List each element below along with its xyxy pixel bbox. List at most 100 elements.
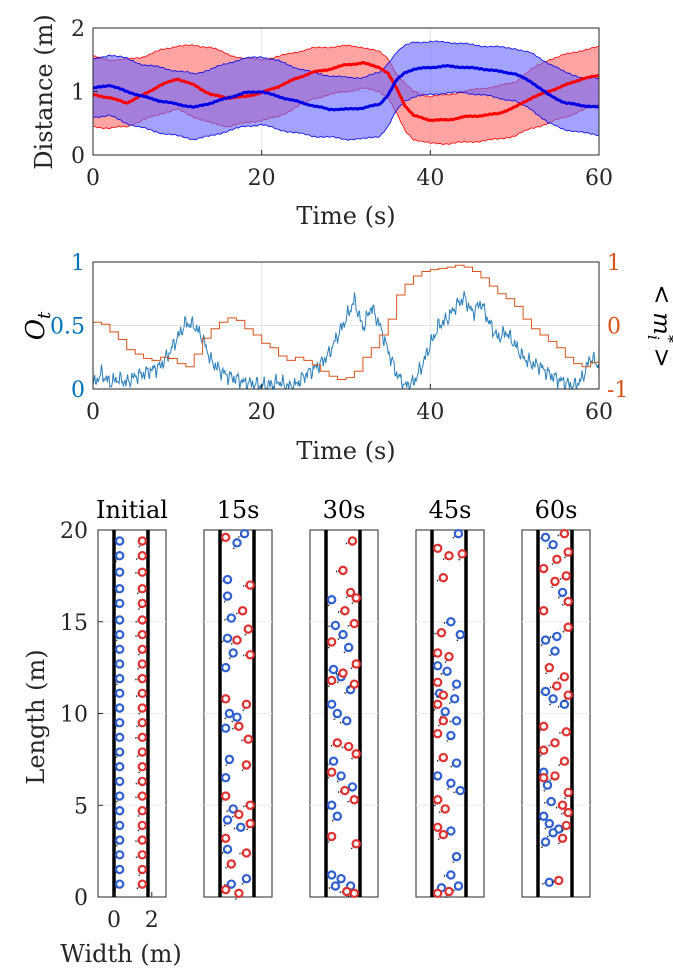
pedestrian-blue (342, 716, 352, 726)
snapshot-y-axis-label: Length (m) (22, 649, 50, 784)
pedestrian-red (137, 776, 148, 787)
pedestrian-blue (546, 796, 556, 807)
snapshot-y-tick-label: 5 (74, 794, 88, 819)
pedestrian-red (438, 829, 449, 840)
order-parameter-line (92, 291, 600, 391)
order-x-axis-label: Time (s) (296, 437, 395, 465)
pedestrian-red (137, 659, 148, 669)
pedestrian-blue (114, 703, 125, 713)
pedestrian-blue (455, 785, 466, 796)
pedestrian-red (340, 785, 350, 796)
pedestrian-blue (236, 822, 246, 832)
pedestrian-blue (232, 538, 242, 548)
pedestrian-red (137, 584, 148, 594)
snapshot-y-tick-label: 10 (60, 703, 88, 728)
distance-x-tick-label: 0 (86, 166, 100, 191)
order-x-tick-label: 40 (416, 400, 444, 425)
snapshot-y-ticks: 0 5 10 15 20 (60, 519, 103, 911)
pedestrian-red (538, 745, 549, 755)
pedestrian-blue (446, 730, 456, 741)
pedestrian-blue (446, 826, 456, 836)
pedestrian-red (432, 795, 443, 805)
pedestrian-red (432, 888, 443, 899)
pedestrian-red (220, 791, 231, 801)
pedestrian-blue (114, 820, 125, 831)
pedestrian-blue (114, 776, 125, 787)
order-x-tick-label: 60 (585, 400, 613, 425)
pedestrian-red (220, 833, 231, 843)
pedestrian-blue (114, 791, 125, 801)
pedestrian-red (561, 727, 572, 737)
pedestrian-red (440, 804, 450, 814)
pedestrian-blue (222, 574, 233, 585)
distance-mean-line-0 (92, 60, 600, 123)
pedestrian-blue (326, 595, 337, 605)
pedestrian-blue (114, 762, 125, 772)
pedestrian-red (351, 749, 361, 759)
pedestrian-red (234, 809, 244, 820)
pedestrian-red (326, 637, 337, 647)
pedestrian-red (241, 760, 252, 770)
pedestrian-blue (114, 567, 125, 577)
pedestrian-red (326, 675, 337, 686)
pedestrian-red (559, 756, 570, 766)
pedestrian-blue (540, 837, 551, 847)
pedestrian-blue (542, 780, 553, 790)
distance-y-axis-label: Distance (m) (30, 14, 58, 169)
pedestrian-red (438, 716, 449, 726)
pedestrian-blue (332, 811, 343, 821)
pedestrian-red (538, 773, 549, 783)
pedestrian-blue (326, 800, 337, 810)
pedestrian-red (550, 738, 560, 748)
pedestrian-red (351, 593, 361, 603)
pedestrian-blue (114, 673, 125, 684)
pedestrian-blue (114, 550, 125, 561)
pedestrian-blue (114, 688, 125, 699)
pedestrian-red (563, 807, 573, 818)
pedestrian-blue (326, 699, 337, 710)
pedestrian-red (438, 752, 449, 763)
order-right-y-ticks: -1 0 1 (607, 251, 628, 403)
order-x-tick-label: 0 (86, 400, 100, 425)
pedestrian-blue (224, 754, 235, 765)
pedestrian-red (326, 767, 337, 777)
pedestrian-blue (114, 850, 125, 860)
pedestrian-blue (338, 629, 348, 640)
pedestrian-red (137, 550, 148, 561)
pedestrian-red (444, 886, 454, 897)
pedestrian-red (563, 622, 573, 632)
pedestrian-blue (220, 723, 231, 733)
pedestrian-red (137, 850, 148, 860)
snapshot-title: 60s (535, 496, 578, 524)
snapshot-y-tick-label: 20 (60, 519, 88, 544)
pedestrian-red (432, 677, 443, 688)
pedestrian-red (538, 563, 549, 574)
pedestrian-red (137, 762, 148, 772)
pedestrian-red (345, 587, 356, 598)
pedestrian-blue (114, 659, 125, 669)
pedestrian-blue (114, 717, 125, 728)
pedestrian-red (137, 835, 148, 845)
pedestrian-blue (228, 804, 238, 814)
pedestrian-blue (440, 706, 450, 717)
pedestrian-blue (446, 778, 456, 788)
pedestrian-red (557, 833, 568, 843)
pedestrian-red (137, 791, 148, 801)
pedestrian-red (326, 831, 337, 842)
pedestrian-blue (451, 716, 462, 726)
pedestrian-red (561, 571, 572, 581)
pedestrian-blue (239, 528, 250, 539)
pedestrian-red (554, 875, 564, 886)
pedestrian-red (444, 651, 454, 662)
pedestrian-red (220, 694, 231, 704)
pedestrian-red (243, 624, 254, 634)
pedestrian-red (137, 732, 148, 743)
pedestrian-red (538, 606, 549, 616)
pedestrian-blue (226, 879, 237, 889)
pedestrian-red (550, 576, 560, 587)
order-lines (92, 264, 600, 391)
pedestrian-blue (451, 679, 462, 689)
pedestrian-red (438, 573, 449, 583)
